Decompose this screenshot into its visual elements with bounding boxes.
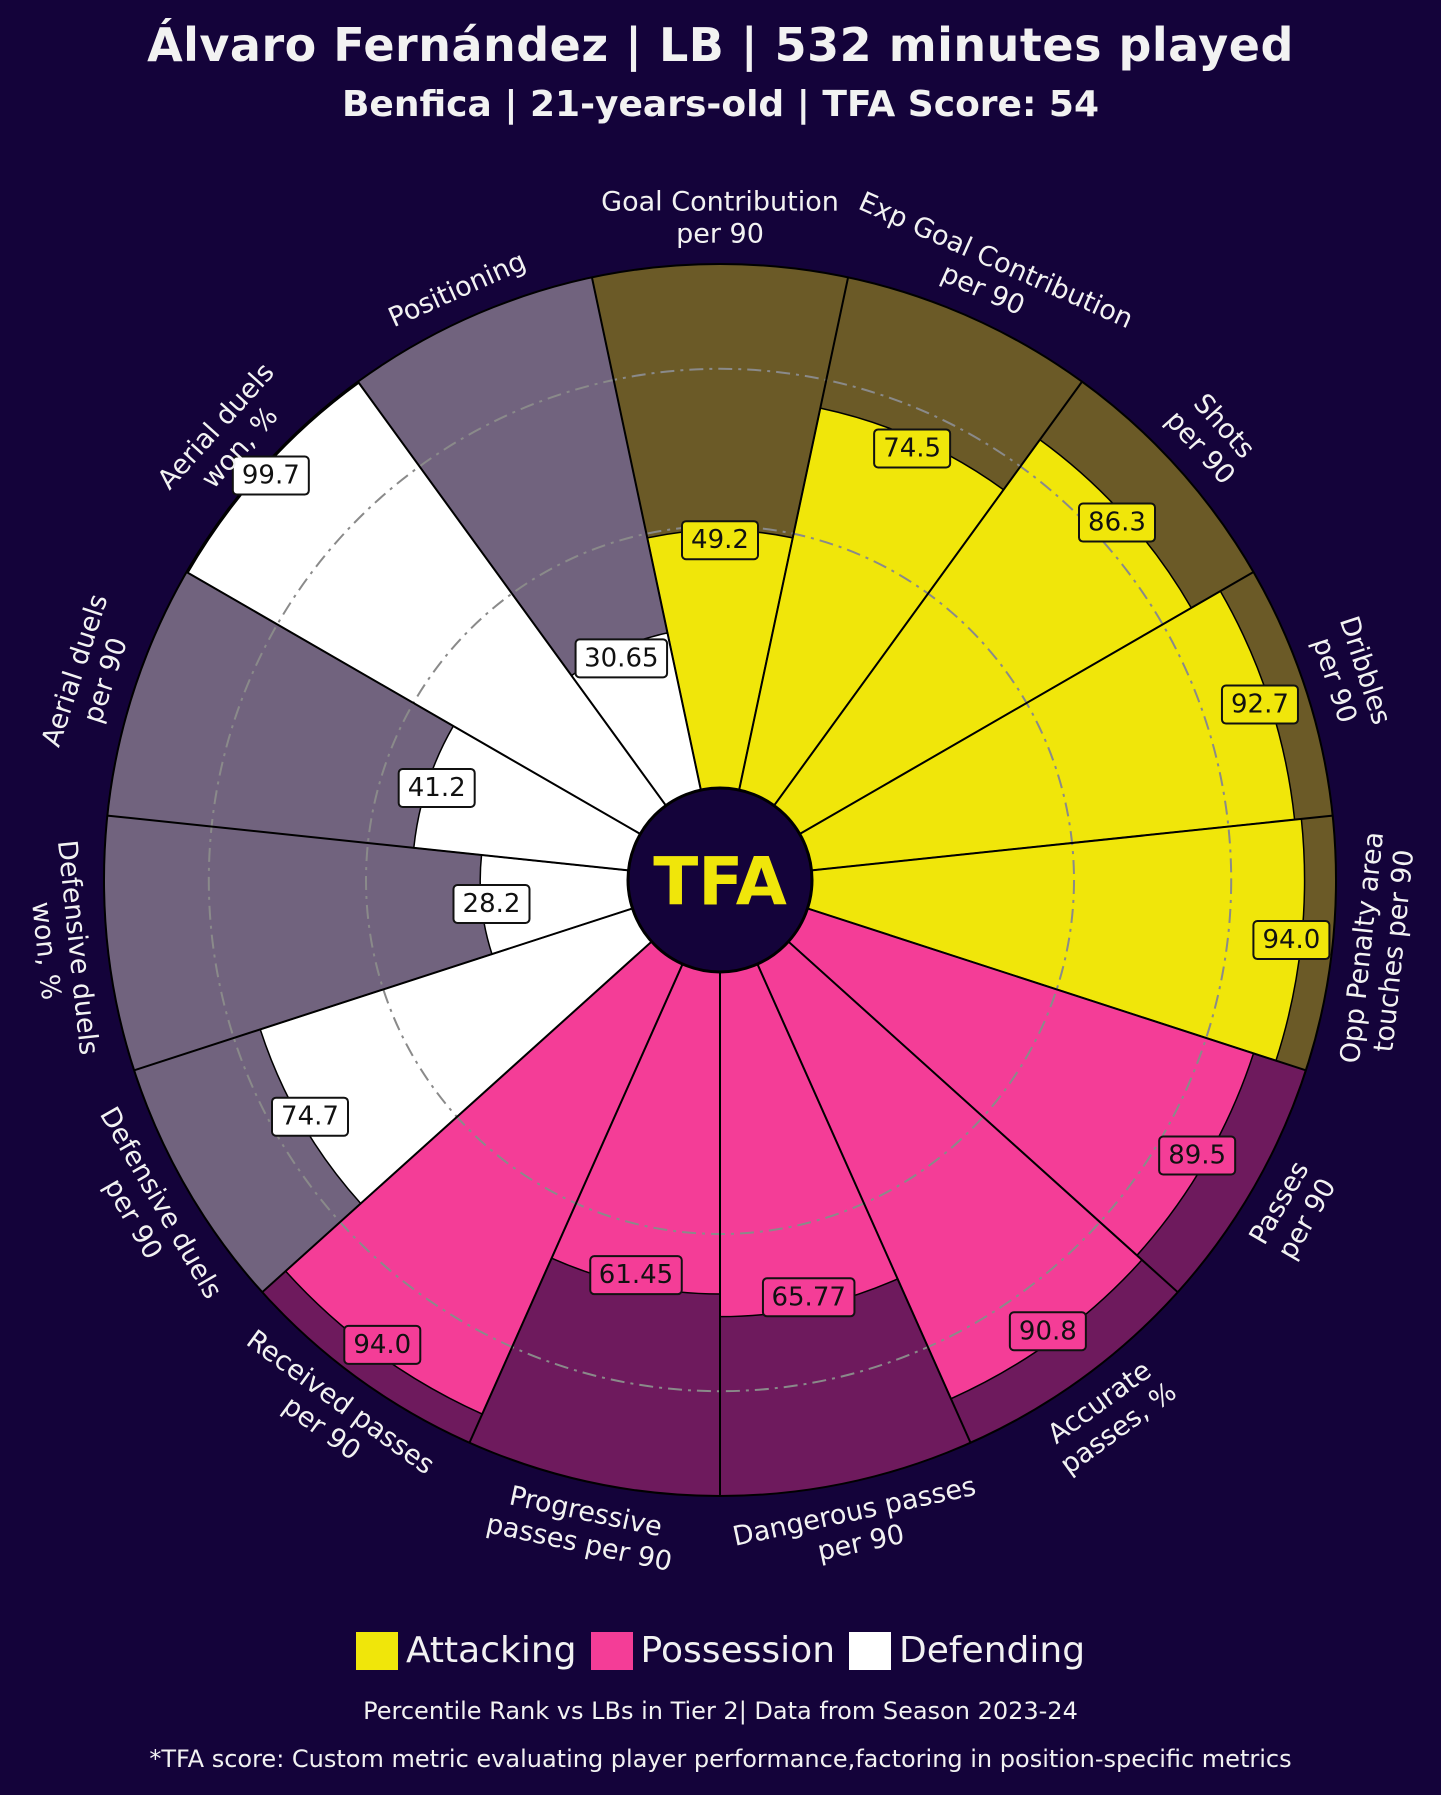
- legend-label-defending: Defending: [899, 1630, 1086, 1671]
- value-text-10: 74.7: [281, 1102, 339, 1132]
- value-label-6: 90.8: [1008, 1311, 1087, 1352]
- divider-12: [107, 814, 629, 872]
- center-circle: [626, 786, 814, 974]
- category-text-0-0: Goal Contribution: [601, 187, 839, 218]
- divider-4: [811, 814, 1333, 872]
- radial-chart: 49.2 74.5 86.3 92.7 94.0 89.5 90.8 65.77 61.45 94…: [25, 186, 1420, 1578]
- value-text-14: 30.65: [584, 643, 658, 673]
- attacking-swatch: [355, 1631, 398, 1670]
- divider-1: [738, 277, 850, 791]
- chart-title: Álvaro Fernández | LB | 532 minutes play…: [147, 18, 1294, 72]
- value-text-5: 89.5: [1168, 1140, 1226, 1170]
- value-box-5: [1158, 1135, 1237, 1176]
- value-box-14: [574, 638, 669, 679]
- defending-swatch: [849, 1631, 892, 1670]
- value-label-3: 92.7: [1220, 684, 1299, 725]
- gridline-1: [207, 367, 1233, 1393]
- divider-0: [590, 277, 702, 791]
- value-text-7: 65.77: [771, 1282, 845, 1312]
- value-box-2: [1077, 502, 1156, 543]
- legend-item-possession: Possession: [590, 1630, 836, 1671]
- value-box-1: [873, 428, 952, 469]
- value-label-4: 94.0: [1252, 920, 1331, 961]
- value-text-4: 94.0: [1262, 925, 1320, 955]
- footer-note: Percentile Rank vs LBs in Tier 2| Data f…: [363, 1697, 1078, 1725]
- value-box-13: [231, 455, 310, 496]
- divider-7: [756, 963, 972, 1444]
- divider-9: [468, 963, 684, 1444]
- value-box-3: [1220, 684, 1299, 725]
- divider-5: [807, 907, 1307, 1072]
- value-label-7: 65.77: [761, 1277, 856, 1318]
- divider-14: [357, 381, 667, 807]
- value-text-3: 92.7: [1231, 690, 1289, 720]
- value-text-11: 28.2: [463, 889, 521, 919]
- value-text-13: 99.7: [242, 461, 300, 491]
- value-label-13: 99.7: [231, 455, 310, 496]
- legend-label-possession: Possession: [640, 1630, 836, 1671]
- legend-label-attacking: Attacking: [405, 1630, 577, 1671]
- legend-item-defending: Defending: [849, 1630, 1085, 1671]
- value-box-9: [343, 1324, 422, 1365]
- value-label-9: 94.0: [343, 1324, 422, 1365]
- value-box-6: [1008, 1311, 1087, 1352]
- divider-11: [133, 907, 633, 1072]
- category-text-0-1: per 90: [676, 219, 764, 250]
- value-box-11: [452, 884, 531, 925]
- value-box-12: [397, 767, 476, 808]
- value-text-12: 41.2: [408, 773, 466, 803]
- divider-13: [186, 571, 641, 835]
- value-labels: 49.2 74.5 86.3 92.7 94.0 89.5 90.8 65.77 61.45 94…: [231, 428, 1331, 1365]
- value-text-6: 90.8: [1019, 1316, 1077, 1346]
- divider-6: [787, 940, 1179, 1293]
- value-label-8: 61.45: [589, 1255, 683, 1296]
- value-label-12: 41.2: [397, 767, 476, 808]
- center-logo: TFA: [626, 786, 814, 974]
- legend-item-attacking: Attacking: [355, 1630, 577, 1671]
- value-label-1: 74.5: [873, 428, 952, 469]
- footer-disclaimer: *TFA score: Custom metric evaluating pla…: [149, 1745, 1292, 1773]
- value-text-2: 86.3: [1088, 508, 1146, 538]
- outer-rim: [103, 263, 1337, 1497]
- value-box-8: [589, 1255, 683, 1296]
- value-label-11: 28.2: [452, 884, 531, 925]
- divider-10: [261, 940, 653, 1293]
- value-box-4: [1252, 920, 1331, 961]
- value-label-0: 49.2: [681, 520, 759, 561]
- divider-2: [773, 381, 1083, 807]
- value-box-0: [681, 520, 759, 561]
- value-label-10: 74.7: [270, 1096, 349, 1137]
- value-text-0: 49.2: [691, 525, 749, 555]
- value-label-5: 89.5: [1158, 1135, 1237, 1176]
- legend: Attacking Possession Defending: [0, 1630, 1441, 1671]
- chart-subtitle: Benfica | 21-years-old | TFA Score: 54: [341, 84, 1100, 125]
- value-text-8: 61.45: [599, 1260, 673, 1290]
- value-text-9: 94.0: [353, 1330, 411, 1360]
- divider-3: [799, 571, 1254, 835]
- possession-swatch: [590, 1631, 633, 1670]
- value-box-10: [270, 1096, 349, 1137]
- value-sectors: [186, 381, 1306, 1416]
- value-label-14: 30.65: [574, 638, 669, 679]
- tfa-logo: TFA: [653, 844, 787, 921]
- value-box-7: [761, 1277, 856, 1318]
- value-text-1: 74.5: [883, 433, 941, 463]
- value-label-2: 86.3: [1077, 502, 1156, 543]
- sector-dividers: [103, 263, 1337, 1497]
